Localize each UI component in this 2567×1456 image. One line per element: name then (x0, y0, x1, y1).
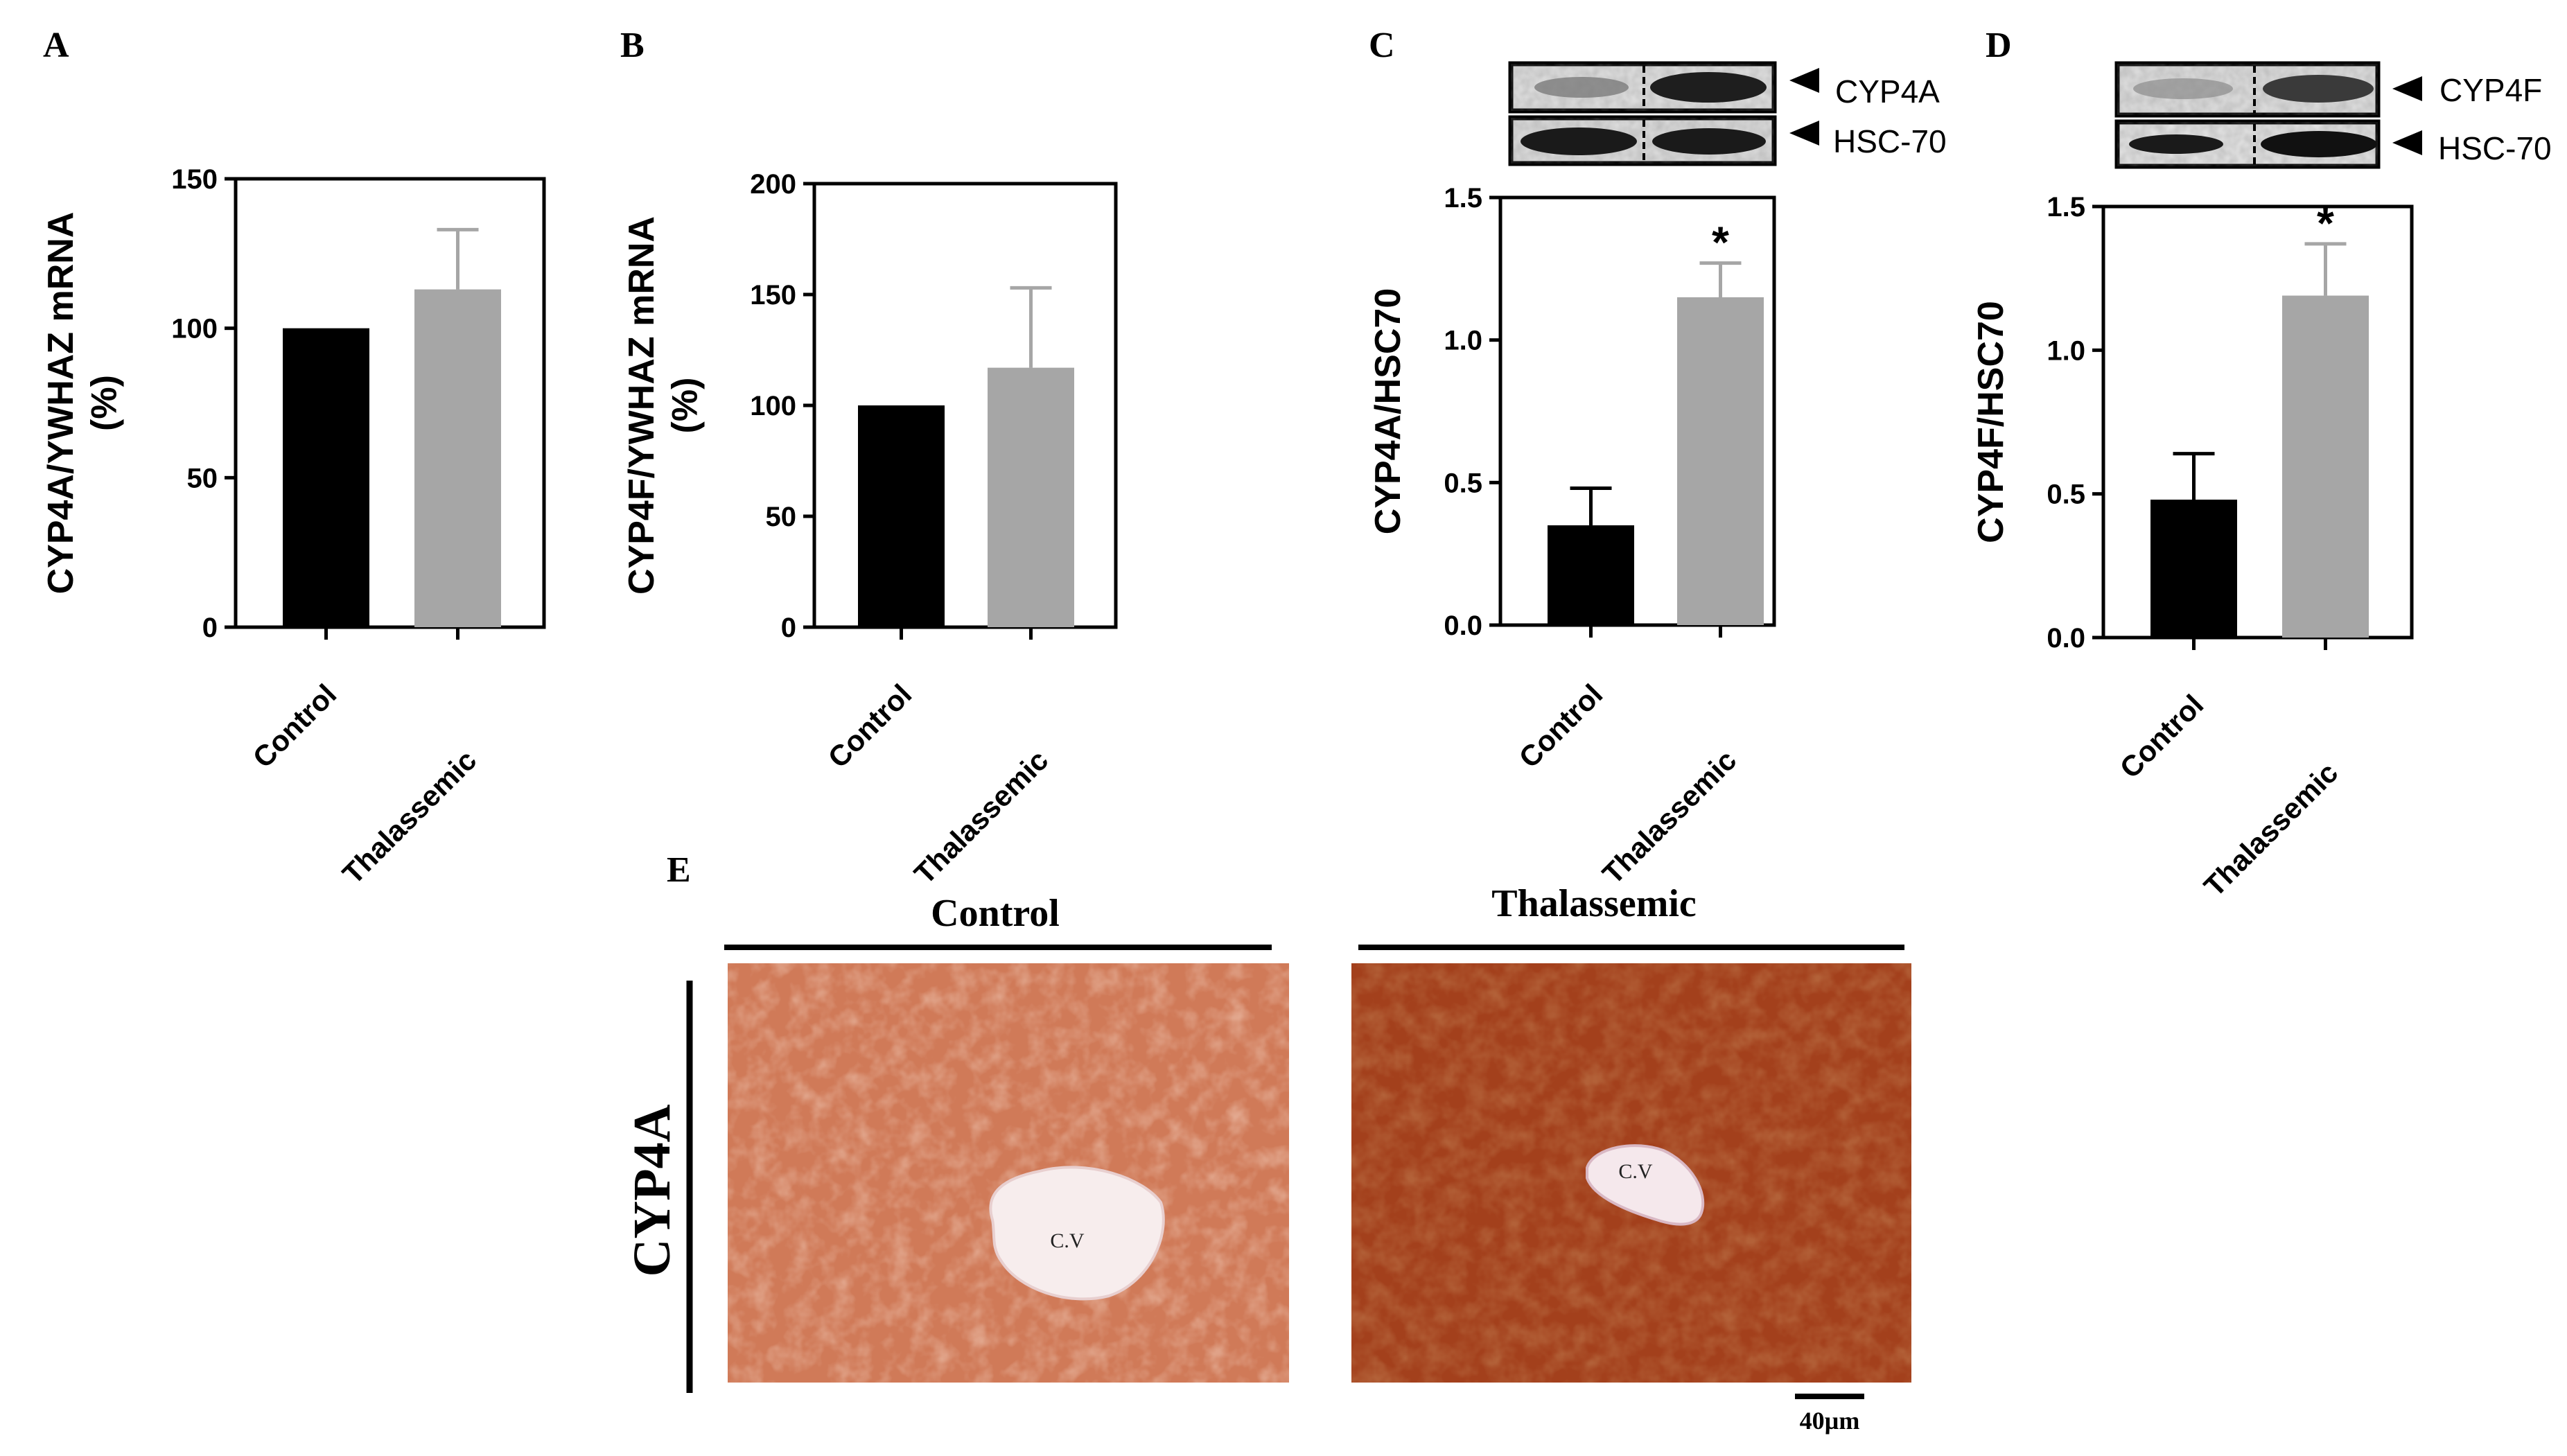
y-tick-label-d: 1.5 (2047, 192, 2085, 222)
arrow-hsc70-c-icon (1789, 121, 1819, 146)
bar-b-thalassemic (988, 367, 1074, 627)
panel-letter-a: A (43, 26, 69, 65)
blot-label-cyp4a: CYP4A (1835, 73, 1940, 109)
x-tick-label-a-1: Thalassemic (336, 744, 483, 891)
blot-label-cyp4f: CYP4F (2439, 72, 2542, 108)
x-tick-label-b-0: Control (822, 678, 918, 774)
y-tick-label-d: 1.0 (2047, 335, 2085, 366)
blot-strip-cyp4a (1508, 61, 1777, 114)
x-tick-label-c-1: Thalassemic (1596, 744, 1743, 891)
y-axis-title-b: CYP4F/YWHAZ mRNA(%) (622, 216, 705, 595)
scale-bar-label: 40µm (1800, 1407, 1860, 1435)
histology-row-label: CYP4A (623, 1104, 681, 1277)
y-tick-label-d: 0.0 (2047, 623, 2085, 654)
y-tick-label-a: 100 (171, 314, 218, 344)
cv-label-control: C.V (1050, 1229, 1085, 1252)
cv-label-thalassemic: C.V (1618, 1160, 1653, 1183)
y-tick-label-b: 0 (781, 613, 796, 643)
significance-star-c: * (1712, 218, 1729, 267)
y-tick-label-c: 0.5 (1444, 468, 1482, 498)
x-tick-label-c-0: Control (1513, 678, 1609, 774)
histology-panel: Control Thalassemic CYP4A C.V C.V 40µm (623, 882, 1911, 1435)
blot-strip-hsc70-c (1508, 115, 1777, 166)
chart-d: 0.0 0.5 1.0 1.5 CYP4F/HSC70 Control * Thalassem… (1971, 192, 2414, 903)
chart-b: 0 50 100 150 200 CYP4F/YWHAZ mRNA(%) ControlTh… (622, 169, 1118, 891)
western-blot-d: CYP4F HSC-70 (2114, 61, 2552, 169)
y-tick-label-b: 50 (766, 502, 797, 532)
y-tick-label-a: 150 (171, 164, 218, 195)
x-tick-label-a-0: Control (247, 678, 343, 774)
bar-d-control (2150, 499, 2237, 638)
bar-a-thalassemic (414, 289, 501, 627)
central-vein-thalassemic (1586, 1144, 1705, 1226)
panel-letter-b: B (620, 26, 645, 65)
x-tick-label-b-1: Thalassemic (908, 744, 1055, 891)
bar-c-thalassemic (1677, 297, 1764, 625)
panel-letter-d: D (1986, 26, 2012, 65)
central-vein-control (989, 1166, 1165, 1301)
micrograph-thalassemic: C.V (1351, 963, 1911, 1383)
y-axis-title-c: CYP4A/HSC70 (1368, 288, 1408, 534)
western-blot-c: CYP4A HSC-70 (1508, 61, 1947, 166)
y-tick-label-c: 1.5 (1444, 183, 1482, 213)
micrograph-control: C.V (728, 963, 1289, 1383)
arrow-cyp4f-icon (2392, 76, 2422, 101)
x-tick-label-d-1: Thalassemic (2198, 756, 2345, 903)
plot-frame-a (234, 177, 546, 629)
blot-strip-cyp4f (2114, 61, 2381, 118)
x-tick-label-d-0: Control (2114, 688, 2210, 784)
y-tick-label-b: 150 (750, 280, 796, 310)
bar-d-thalassemic (2282, 295, 2369, 638)
bar-c-control (1548, 525, 1634, 625)
bar-a-control (283, 328, 369, 627)
y-tick-label-c: 1.0 (1444, 326, 1482, 356)
bar-b-control (858, 405, 945, 627)
chart-c: 0.0 0.5 1.0 1.5 CYP4A/HSC70 Control * Thalassem… (1368, 183, 1776, 891)
plot-frame-d (2101, 204, 2414, 640)
y-tick-label-d: 0.5 (2047, 480, 2085, 510)
chart-a: 0 50 100 150 CYP4A/YWHAZ mRNA(%) ControlThala… (41, 164, 546, 891)
y-axis-title-d: CYP4F/HSC70 (1971, 301, 2011, 543)
blot-strip-hsc70-d (2114, 119, 2381, 169)
y-tick-label-a: 50 (187, 463, 218, 493)
histology-column-control: Control (931, 892, 1060, 935)
panel-letter-e: E (667, 850, 691, 890)
plot-frame-c (1498, 195, 1776, 627)
arrow-hsc70-d-icon (2392, 130, 2422, 155)
y-tick-label-c: 0.0 (1444, 611, 1482, 641)
y-tick-label-b: 200 (750, 169, 796, 200)
y-tick-label-b: 100 (750, 391, 796, 421)
histology-column-thalassemic: Thalassemic (1491, 882, 1697, 925)
arrow-cyp4a-icon (1789, 68, 1819, 93)
y-axis-title-a: CYP4A/YWHAZ mRNA(%) (41, 212, 124, 595)
blot-label-hsc70-c: HSC-70 (1833, 123, 1947, 159)
y-tick-label-a: 0 (202, 613, 218, 643)
significance-star-d: * (2317, 198, 2334, 248)
panel-letter-c: C (1369, 26, 1395, 65)
blot-label-hsc70-d: HSC-70 (2438, 130, 2552, 166)
